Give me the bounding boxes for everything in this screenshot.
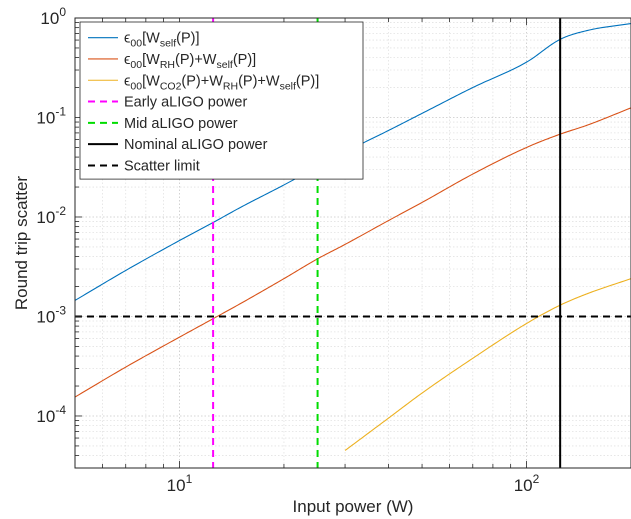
series-line-3 xyxy=(344,278,631,451)
ticks xyxy=(74,17,631,469)
legend-entry-label: Nominal aLIGO power xyxy=(124,137,268,153)
y-tick-label: 10-4 xyxy=(36,403,66,426)
legend: ϵ00[Wself(P)] ϵ00[WRH(P)+Wself(P)] ϵ00[WCO… xyxy=(79,21,364,180)
legend-entry-label: ϵ00[Wself(P)] xyxy=(124,31,200,50)
x-axis-label: Input power (W) xyxy=(293,497,414,516)
legend-entry-label: ϵ00[WRH(P)+Wself(P)] xyxy=(124,52,256,71)
y-tick-label: 10-2 xyxy=(36,204,66,227)
x-tick-label: 102 xyxy=(514,472,540,495)
legend-entry-label: Early aLIGO power xyxy=(124,95,247,111)
y-tick-label: 10-3 xyxy=(36,303,66,326)
legend-entry-label: Mid aLIGO power xyxy=(124,116,238,132)
legend-box xyxy=(79,21,364,180)
legend-entry-label: ϵ00[WCO2(P)+WRH(P)+Wself(P)] xyxy=(124,73,319,92)
x-tick-label: 101 xyxy=(167,472,193,495)
tick-labels: 101 102 100 10-1 10-2 10-3 10-4 xyxy=(36,5,539,495)
y-axis-label: Round trip scatter xyxy=(12,176,31,311)
y-tick-label: 100 xyxy=(40,5,66,28)
y-tick-label: 10-1 xyxy=(36,104,66,127)
legend-entry-label: Scatter limit xyxy=(124,158,200,174)
series-line-2 xyxy=(75,107,631,398)
plot-frame xyxy=(74,17,631,469)
